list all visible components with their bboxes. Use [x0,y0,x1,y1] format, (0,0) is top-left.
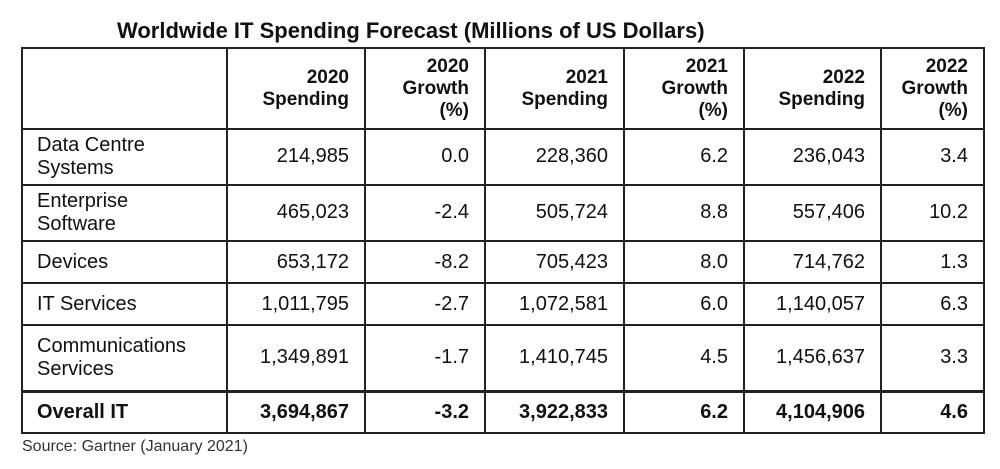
table-row: IT Services 1,011,795 -2.7 1,072,581 6.0 1,14… [21,282,985,326]
value-cell: 4.5 [623,323,745,393]
value-cell: -3.2 [364,389,486,434]
value-cell: 214,985 [226,128,366,186]
header-corner-cell [21,47,228,130]
value-cell: 8.8 [623,183,745,243]
row-label-line: Communications [37,334,186,357]
row-label-line: Enterprise [37,189,129,212]
value-cell: -1.7 [364,323,486,393]
row-label: Devices [21,240,228,285]
row-label-line: Services [37,357,114,380]
value-cell: 10.2 [880,183,985,243]
column-header-line: 2020 [426,55,469,77]
row-label-line: IT Services [37,292,137,315]
value-cell: 1,349,891 [226,323,366,393]
value-cell: 8.0 [623,240,745,285]
column-header-0: 2020 Spending [226,47,366,130]
table-body: Data Centre Systems 214,985 0.0 228,360 6.2 23… [21,128,985,434]
column-header-line: (%) [698,99,728,121]
column-header-line: 2021 [565,66,608,88]
value-cell: 1.3 [880,240,985,285]
column-header-line: Growth [661,77,729,99]
column-header-3: 2021 Growth (%) [623,47,745,130]
value-cell: -8.2 [364,240,486,285]
value-cell: 1,456,637 [743,323,882,393]
value-cell: 0.0 [364,128,486,186]
it-spending-table: 2020 Spending 2020 Growth (%) 2021 Spending 202… [21,47,985,434]
column-header-line: Spending [778,88,865,110]
value-cell: 3,694,867 [226,389,366,434]
row-label-line: Systems [37,156,114,179]
table-row: Data Centre Systems 214,985 0.0 228,360 6.2 23… [21,128,985,186]
column-header-line: Spending [521,88,608,110]
table-row: Enterprise Software 465,023 -2.4 505,724 8.8 5… [21,183,985,243]
row-label-line: Devices [37,250,109,273]
table-title: Worldwide IT Spending Forecast (Millions… [117,18,705,43]
table-row: Devices 653,172 -8.2 705,423 8.0 714,762 1.3 [21,240,985,285]
column-header-line: (%) [938,99,968,121]
value-cell: 653,172 [226,240,366,285]
value-cell: 1,072,581 [484,282,625,326]
column-header-4: 2022 Spending [743,47,882,130]
value-cell: 714,762 [743,240,882,285]
column-header-line: Growth [901,77,969,99]
column-header-5: 2022 Growth (%) [880,47,985,130]
value-cell: 557,406 [743,183,882,243]
column-header-line: Growth [402,77,470,99]
row-label: Communications Services [21,323,228,393]
total-row: Overall IT 3,694,867 -3.2 3,922,833 6.2 4,104… [21,389,985,434]
value-cell: 228,360 [484,128,625,186]
value-cell: 6.2 [623,389,745,434]
column-header-line: Spending [262,88,349,110]
header-row: 2020 Spending 2020 Growth (%) 2021 Spending 202… [21,47,985,130]
value-cell: 705,423 [484,240,625,285]
column-header-2: 2021 Spending [484,47,625,130]
row-label: IT Services [21,282,228,326]
column-header-line: 2020 [306,66,349,88]
column-header-line: (%) [439,99,469,121]
value-cell: 505,724 [484,183,625,243]
value-cell: -2.4 [364,183,486,243]
row-label-line: Overall IT [37,400,129,423]
value-cell: 465,023 [226,183,366,243]
column-header-line: 2021 [685,55,728,77]
value-cell: 6.3 [880,282,985,326]
value-cell: 3.4 [880,128,985,186]
row-label: Overall IT [21,389,228,434]
source-note: Source: Gartner (January 2021) [22,438,248,455]
table-row: Communications Services 1,349,891 -1.7 1,410… [21,323,985,393]
value-cell: 4.6 [880,389,985,434]
value-cell: 236,043 [743,128,882,186]
value-cell: 3.3 [880,323,985,393]
value-cell: 1,011,795 [226,282,366,326]
value-cell: -2.7 [364,282,486,326]
row-label-line: Software [37,212,116,235]
column-header-line: 2022 [822,66,865,88]
row-label: Data Centre Systems [21,128,228,186]
value-cell: 1,410,745 [484,323,625,393]
value-cell: 4,104,906 [743,389,882,434]
column-header-1: 2020 Growth (%) [364,47,486,130]
row-label: Enterprise Software [21,183,228,243]
value-cell: 1,140,057 [743,282,882,326]
value-cell: 6.2 [623,128,745,186]
value-cell: 6.0 [623,282,745,326]
column-header-line: 2022 [925,55,968,77]
row-label-line: Data Centre [37,133,145,156]
value-cell: 3,922,833 [484,389,625,434]
